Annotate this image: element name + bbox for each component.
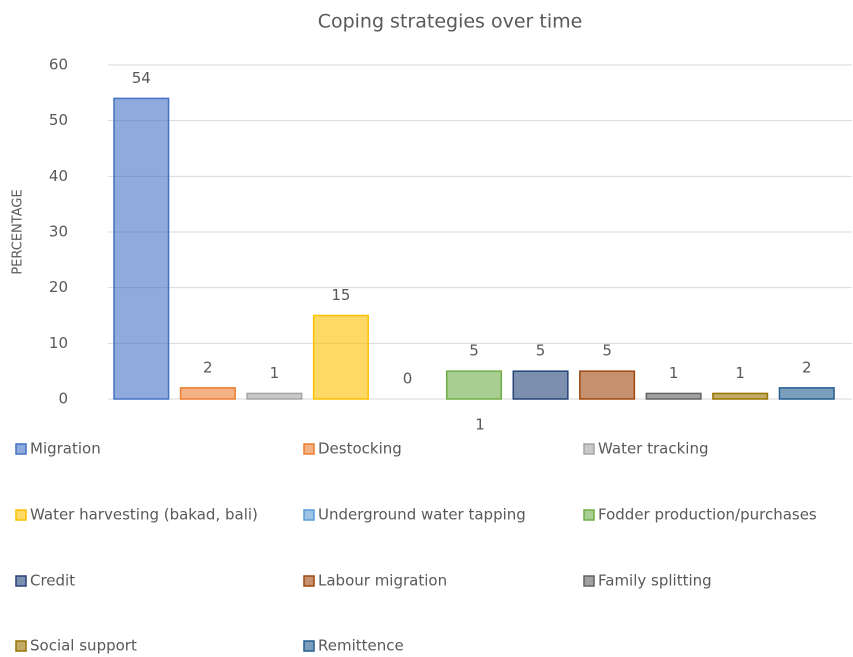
y-tick-label: 60 — [49, 56, 68, 74]
y-tick-label: 30 — [49, 223, 68, 241]
legend-label: Water harvesting (bakad, bali) — [30, 506, 258, 524]
data-label: 2 — [203, 358, 213, 376]
bar — [579, 370, 636, 400]
bar — [778, 387, 835, 400]
legend-swatch — [15, 575, 27, 587]
bar — [113, 97, 170, 400]
data-label: 2 — [802, 358, 812, 376]
legend-label: Labour migration — [318, 572, 447, 590]
legend-label: Destocking — [318, 440, 402, 458]
legend-label: Underground water tapping — [318, 506, 526, 524]
data-label: 15 — [331, 286, 350, 304]
y-tick-label: 50 — [49, 111, 68, 129]
legend-swatch — [583, 509, 595, 521]
legend-label: Water tracking — [598, 440, 708, 458]
legend-swatch — [583, 443, 595, 455]
legend-label: Family splitting — [598, 572, 712, 590]
legend-swatch — [15, 640, 27, 652]
legend-swatch — [15, 443, 27, 455]
legend-swatch — [303, 640, 315, 652]
y-tick-label: 0 — [58, 390, 68, 408]
bar — [645, 392, 702, 400]
legend-label: Migration — [30, 440, 101, 458]
data-label: 0 — [403, 370, 413, 388]
bar — [179, 387, 236, 400]
bar — [512, 370, 569, 400]
legend-swatch — [303, 443, 315, 455]
y-tick-label: 10 — [49, 334, 68, 352]
data-label: 1 — [270, 364, 280, 382]
data-label: 5 — [469, 342, 479, 360]
data-label: 5 — [602, 342, 612, 360]
y-axis-label: PERCENTAGE — [11, 189, 26, 274]
legend-swatch — [303, 575, 315, 587]
data-label: 5 — [536, 342, 546, 360]
bar — [445, 370, 503, 400]
data-label: 1 — [735, 364, 745, 382]
legend-swatch — [303, 509, 315, 521]
y-tick-label: 20 — [49, 278, 68, 296]
legend-label: Fodder production/purchases — [598, 506, 817, 524]
legend-label: Remittence — [318, 637, 404, 655]
legend-label: Credit — [30, 572, 75, 590]
data-label: 1 — [669, 364, 679, 382]
legend-swatch — [15, 509, 27, 521]
legend-label: Social support — [30, 637, 137, 655]
y-tick-label: 40 — [49, 167, 68, 185]
bar — [312, 314, 369, 400]
bar — [712, 392, 769, 400]
bar — [246, 392, 303, 400]
data-label: 54 — [132, 69, 151, 87]
x-tick-label: 1 — [475, 416, 485, 434]
chart-title: Coping strategies over time — [318, 11, 583, 33]
legend-swatch — [583, 575, 595, 587]
